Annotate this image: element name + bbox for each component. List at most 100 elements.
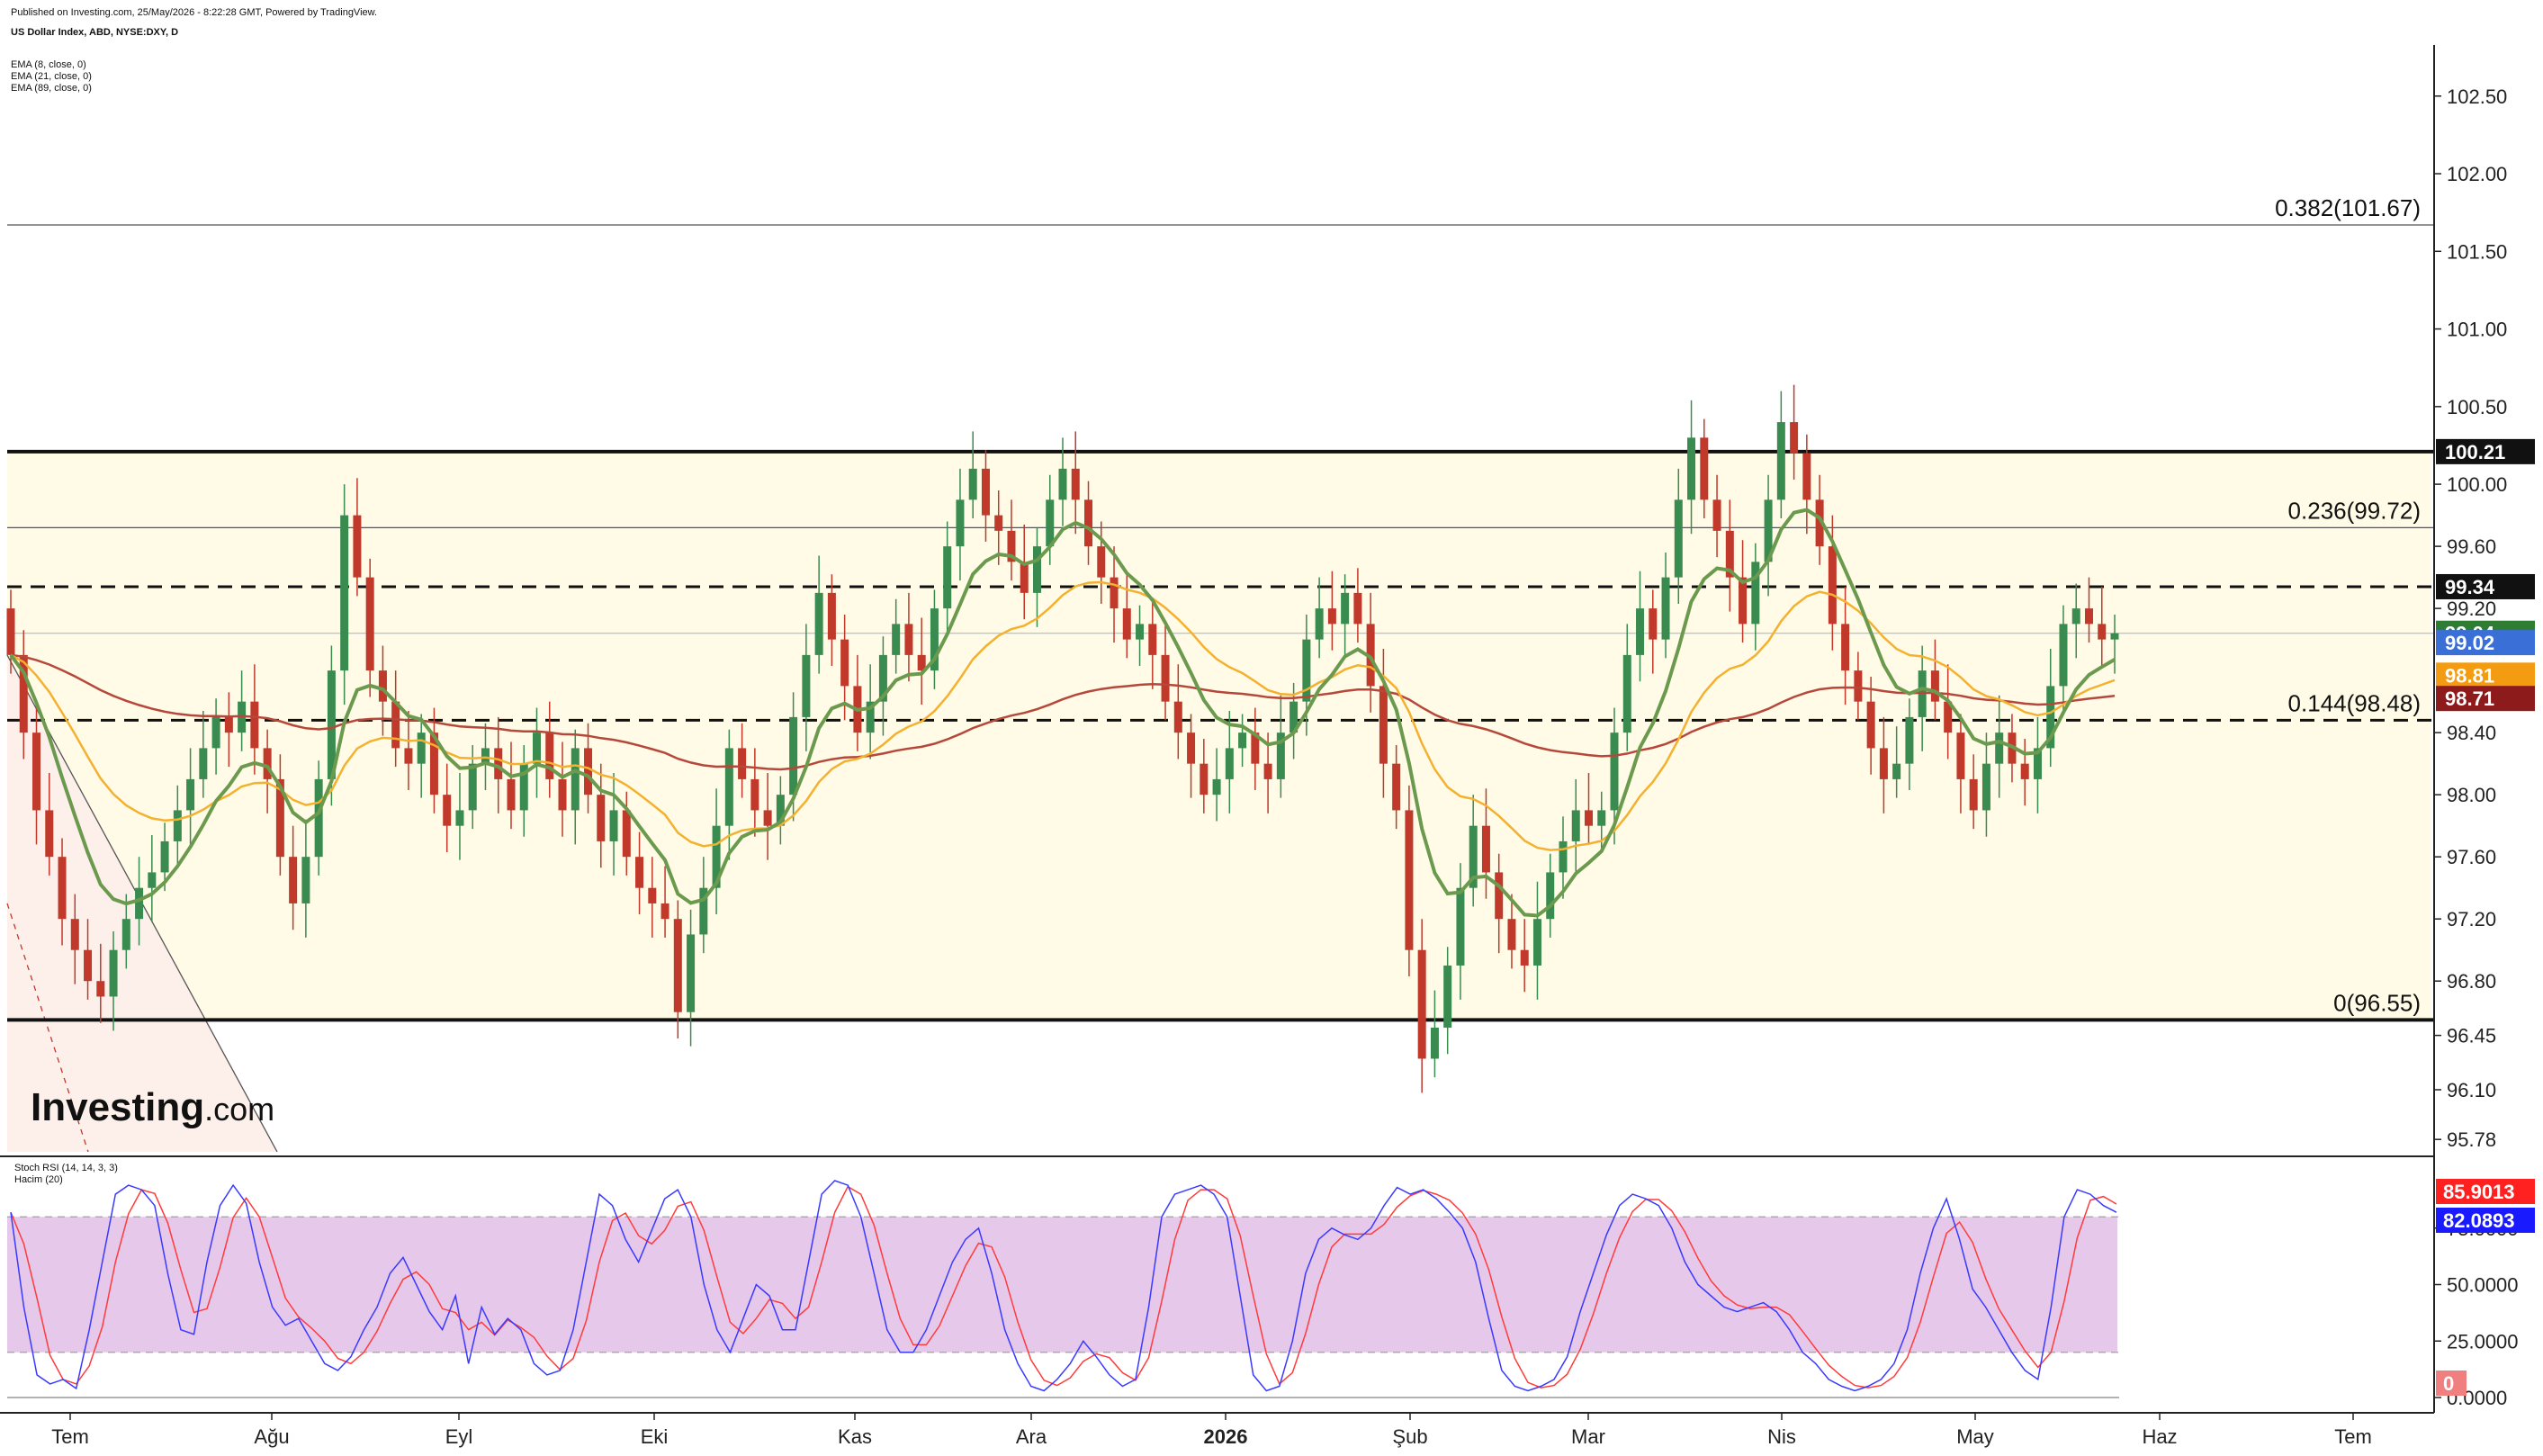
candle-body [776, 795, 785, 826]
price-tick-label: 98.00 [2447, 784, 2496, 806]
price-tick-label: 97.20 [2447, 908, 2496, 930]
candle-body [673, 919, 682, 1012]
candle-body [1187, 732, 1196, 764]
candle-body [789, 716, 798, 795]
candle-body [353, 515, 362, 578]
candle-body [533, 732, 541, 764]
candle-body [1585, 810, 1593, 826]
stoch-badge-d_label [2436, 1208, 2535, 1233]
candle-body [1622, 654, 1631, 733]
candle-body [1173, 701, 1182, 733]
price-axis[interactable]: 102.50 102.00 101.50 101.00 100.50 100.00 99.6… [2433, 45, 2535, 1413]
candle-body [1674, 499, 1683, 578]
candle-body [32, 732, 41, 811]
candle-body [2098, 624, 2107, 640]
candle-body [1995, 732, 2004, 764]
candle-body [2110, 633, 2119, 640]
candle-body [1764, 499, 1773, 562]
candle-body [545, 732, 554, 779]
candle-body [994, 515, 1003, 531]
candle-body [635, 857, 644, 888]
candle-body [494, 748, 503, 779]
stoch-rsi-pane[interactable] [7, 1180, 2119, 1398]
candle-body [1302, 639, 1311, 702]
volume-title[interactable]: Hacim (20) [14, 1174, 63, 1185]
candle-body [1930, 670, 1939, 702]
price-badge-mid_level [2436, 573, 2535, 599]
candle-body [70, 919, 79, 950]
price-tick-label: 96.80 [2447, 970, 2496, 993]
candle-body [45, 810, 54, 858]
candle-body [1353, 592, 1362, 625]
candle-body [1739, 577, 1748, 625]
candle-body [199, 748, 208, 779]
indicator-ema-89[interactable]: EMA (89, close, 0) [11, 83, 92, 94]
candle-body [1751, 562, 1760, 625]
candle-body [2059, 624, 2068, 687]
candle-body [327, 670, 336, 779]
candle-body [2020, 763, 2029, 779]
candle-body [1122, 608, 1131, 640]
candle-body [814, 592, 823, 655]
indicator-ema-8[interactable]: EMA (8, close, 0) [11, 59, 86, 70]
candle-body [1136, 624, 1145, 640]
candle-body [1417, 949, 1426, 1059]
price-badge-text-resistance: 100.21 [2445, 441, 2505, 463]
candle-body [1443, 965, 1452, 1028]
time-tick-label: Nis [1767, 1425, 1796, 1448]
candle-body [1854, 670, 1863, 702]
price-badge-ema89 [2436, 686, 2535, 712]
candle-body [1084, 499, 1093, 547]
stoch-badge-text-d_label: 82.0893 [2443, 1209, 2515, 1232]
stoch-d-line [10, 1185, 2117, 1389]
candle-body [827, 592, 836, 640]
candle-body [263, 748, 272, 779]
candle-body [1392, 763, 1401, 811]
candle-body [1532, 919, 1541, 966]
candle-body [211, 716, 220, 749]
stoch-badge-k_label [2436, 1179, 2535, 1204]
time-tick-label: Eyl [445, 1425, 473, 1448]
time-tick-label: May [1956, 1425, 1994, 1448]
candle-body [404, 748, 413, 764]
level-label-5: 0(96.55) [2333, 989, 2421, 1016]
candle-body [1636, 608, 1645, 655]
candle-body [1161, 654, 1170, 702]
price-tick-label: 101.50 [2447, 240, 2507, 263]
candle-body [1969, 778, 1978, 811]
candle-body [1944, 701, 1953, 733]
candle-body [802, 654, 811, 717]
candle-body [1200, 763, 1209, 795]
candle-body [1507, 919, 1516, 950]
time-axis[interactable]: Tem Ağu Eyl Eki Kas Ara 2026 Şub Mar Nis May Haz Tem [0, 1412, 2434, 1448]
price-tick-label: 97.60 [2447, 846, 2496, 868]
indicator-ema-21[interactable]: EMA (21, close, 0) [11, 71, 92, 82]
stoch-title[interactable]: Stoch RSI (14, 14, 3, 3) [14, 1163, 118, 1173]
candle-body [391, 701, 400, 749]
logo-brand: Investing [31, 1085, 205, 1129]
candle-body [866, 701, 875, 733]
candle-body [160, 840, 169, 873]
candle-body [571, 748, 580, 811]
candle-body [109, 949, 118, 997]
trendline-dashed [6, 903, 89, 1153]
candle-body [1892, 763, 1901, 779]
price-tick-label: 102.00 [2447, 163, 2507, 185]
candle-body [275, 778, 284, 858]
candle-body [687, 934, 696, 1012]
candle-body [1469, 825, 1478, 888]
stoch-k-line [10, 1180, 2117, 1392]
candle-body [943, 546, 952, 609]
stoch-tick-label: 50.0000 [2447, 1274, 2519, 1297]
time-tick-label: Ara [1016, 1425, 1047, 1448]
candle-body [1366, 624, 1375, 687]
candle-body [1148, 624, 1157, 655]
candle-body [58, 857, 67, 920]
level-label-2: 0.236(99.72) [2288, 497, 2421, 524]
time-tick-label: Tem [51, 1425, 89, 1448]
candle-body [1110, 577, 1119, 609]
candle-body [1276, 732, 1285, 779]
price-tick-label: 98.40 [2447, 722, 2496, 744]
